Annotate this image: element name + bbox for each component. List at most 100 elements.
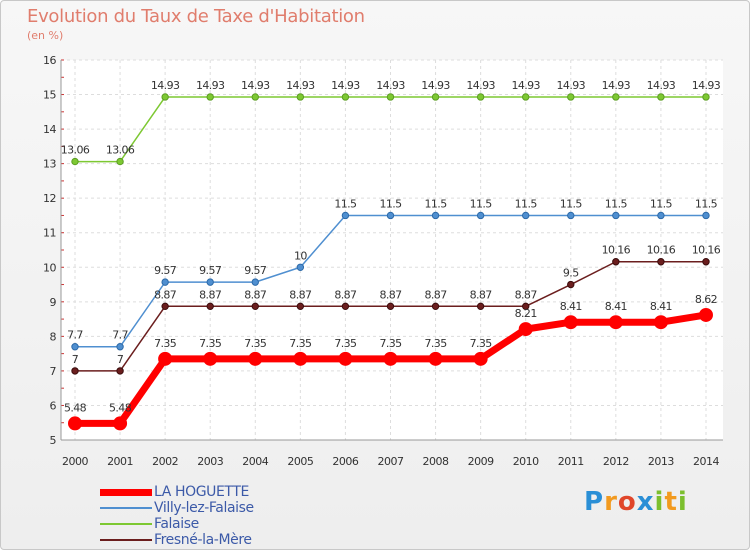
data-label: 7.35 — [289, 337, 312, 350]
data-point — [338, 351, 353, 366]
legend-swatch — [100, 488, 152, 496]
y-tick-label: 15 — [43, 89, 56, 102]
data-label: 11.5 — [560, 197, 583, 210]
data-point — [71, 367, 79, 375]
data-label: 7.7 — [67, 329, 83, 342]
x-tick-label: 2014 — [693, 455, 719, 468]
data-point — [341, 93, 350, 101]
data-label: 14.93 — [602, 79, 631, 92]
data-point — [608, 315, 623, 330]
data-label: 7.35 — [470, 337, 493, 350]
data-label: 7.35 — [379, 337, 402, 350]
data-label: 13.06 — [61, 144, 90, 157]
y-tick-label: 10 — [43, 261, 56, 274]
data-point — [518, 322, 533, 337]
x-tick-label: 2006 — [332, 455, 358, 468]
data-point — [203, 351, 218, 366]
data-point — [251, 93, 259, 101]
legend-label: LA HOGUETTE — [154, 484, 249, 500]
data-point — [428, 351, 443, 366]
proxiti-logo: Proxiti — [584, 487, 688, 517]
data-label: 11.5 — [379, 197, 402, 210]
x-tick-label: 2013 — [648, 455, 674, 468]
data-label: 7.35 — [244, 337, 267, 350]
data-point — [251, 302, 259, 311]
data-point — [476, 211, 485, 220]
data-point — [341, 211, 350, 220]
data-point — [161, 93, 169, 101]
data-label: 8.41 — [650, 300, 672, 313]
legend-label: Fresné-la-Mère — [154, 532, 252, 548]
data-label: 7.35 — [154, 337, 177, 350]
data-label: 10.16 — [602, 244, 631, 257]
data-point — [473, 351, 488, 366]
data-label: 7.35 — [334, 337, 357, 350]
data-label: 8.87 — [154, 288, 177, 301]
data-label: 13.06 — [106, 144, 135, 157]
x-tick-label: 2008 — [423, 455, 449, 468]
data-label: 11.5 — [515, 197, 538, 210]
data-label: 10.16 — [647, 244, 676, 257]
data-label: 8.87 — [244, 288, 267, 301]
data-point — [161, 278, 169, 286]
logo-letter: i — [654, 487, 665, 517]
y-tick-label: 16 — [43, 54, 56, 67]
data-label: 14.93 — [421, 79, 450, 92]
data-label: 10.16 — [692, 244, 721, 257]
data-point — [158, 351, 173, 366]
logo-letter: r — [604, 487, 618, 517]
data-point — [116, 157, 124, 166]
data-label: 8.41 — [560, 300, 582, 313]
data-label: 9.57 — [244, 264, 267, 277]
data-label: 11.5 — [334, 197, 357, 210]
y-tick-label: 9 — [50, 296, 57, 309]
legend-swatch — [100, 539, 152, 541]
data-point — [522, 211, 530, 220]
legend-label: Falaise — [154, 516, 199, 532]
y-tick-label: 12 — [43, 192, 56, 205]
data-label: 8.87 — [515, 288, 538, 301]
logo-letter: x — [636, 487, 655, 517]
y-tick-label: 7 — [50, 365, 57, 378]
data-point — [702, 211, 710, 220]
data-point — [296, 302, 305, 311]
data-point — [68, 416, 82, 431]
data-point — [567, 211, 575, 220]
series-falaise: 13.06 13.06 14.93 14.93 14.93 14.93 14.93 14.93… — [61, 79, 721, 166]
data-label: 9.57 — [154, 264, 177, 277]
data-point — [383, 351, 398, 366]
data-label: 5.48 — [109, 401, 132, 414]
y-tick-label: 8 — [50, 330, 57, 343]
data-label: 8.87 — [199, 288, 222, 301]
data-point — [702, 93, 710, 101]
data-label: 8.21 — [515, 307, 537, 320]
data-label: 8.62 — [695, 293, 717, 306]
x-tick-label: 2000 — [62, 455, 88, 468]
logo-letter: i — [677, 487, 688, 517]
x-tick-label: 2010 — [513, 455, 539, 468]
data-label: 7 — [72, 353, 79, 366]
data-point — [296, 93, 305, 101]
data-point — [653, 315, 668, 330]
data-label: 9.5 — [563, 267, 579, 280]
data-point — [206, 93, 214, 101]
data-label: 14.93 — [466, 79, 495, 92]
data-point — [116, 367, 124, 375]
data-point — [71, 343, 79, 351]
x-tick-label: 2011 — [558, 455, 584, 468]
data-label: 8.87 — [425, 288, 448, 301]
data-point — [522, 302, 530, 311]
data-point — [476, 93, 485, 101]
data-point — [386, 211, 395, 220]
data-point — [612, 258, 620, 266]
data-label: 7.35 — [199, 337, 222, 350]
data-point — [563, 315, 578, 330]
data-label: 8.87 — [334, 288, 357, 301]
data-point — [116, 343, 124, 351]
legend-swatch — [100, 523, 152, 525]
y-tick-label: 14 — [43, 123, 56, 136]
data-label: 11.5 — [695, 197, 718, 210]
data-label: 14.93 — [286, 79, 315, 92]
data-point — [612, 211, 620, 220]
